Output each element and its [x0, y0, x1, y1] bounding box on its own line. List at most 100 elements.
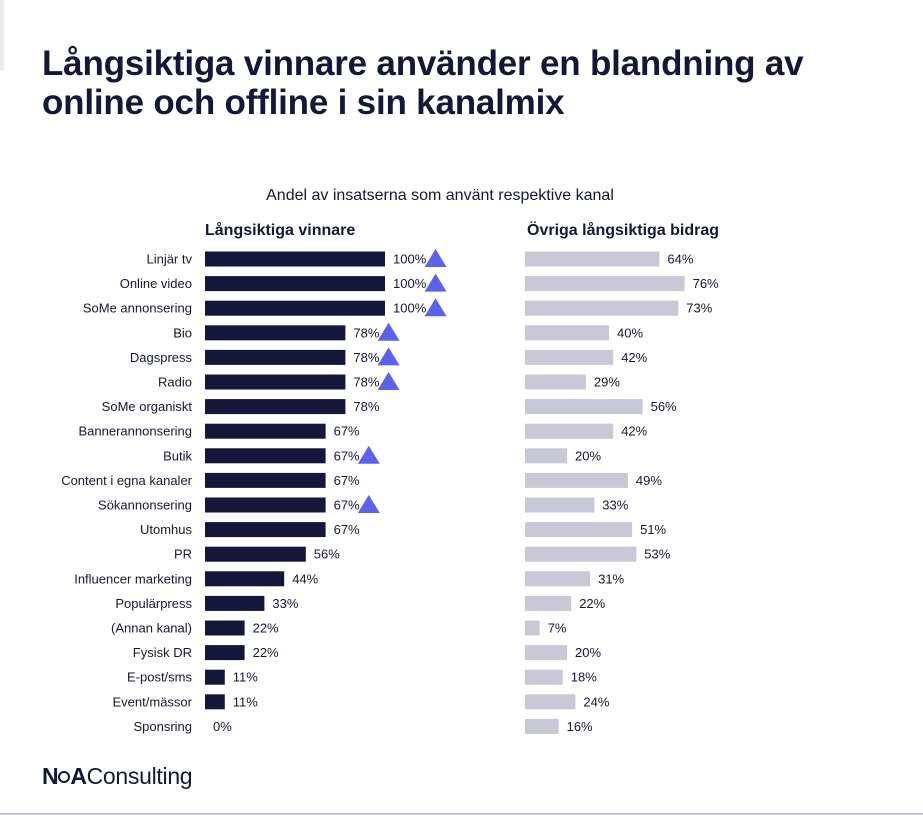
value-label-others: 49%: [636, 473, 662, 488]
value-label-others: 56%: [651, 399, 677, 414]
bar-others: [525, 399, 643, 415]
highlight-triangle-icon: [377, 322, 400, 341]
bar-winners: [205, 472, 326, 488]
bar-winners: [205, 251, 385, 267]
category-label: Utomhus: [140, 522, 193, 537]
bar-winners: [205, 620, 245, 636]
brand-circle-icon: [58, 771, 71, 783]
value-label-others: 29%: [594, 375, 620, 390]
category-label: PR: [174, 547, 192, 562]
category-label: E-post/sms: [127, 670, 193, 685]
category-label: Dagspress: [130, 350, 193, 365]
value-label-winners: 67%: [334, 522, 360, 537]
bar-winners: [205, 522, 326, 538]
category-label: SoMe annonsering: [83, 301, 192, 316]
bar-winners: [205, 399, 346, 415]
bar-winners: [205, 571, 285, 587]
value-label-winners: 44%: [292, 571, 318, 586]
bar-others: [525, 718, 559, 734]
category-label: Butik: [163, 448, 192, 463]
value-label-winners: 67%: [334, 424, 360, 439]
category-label: Online video: [120, 276, 192, 291]
value-label-winners: 100%: [393, 252, 427, 267]
bar-winners: [205, 448, 326, 464]
bar-others: [525, 325, 609, 341]
bar-others: [525, 472, 628, 488]
category-label: Content i egna kanaler: [61, 473, 192, 488]
bar-others: [525, 694, 576, 710]
value-label-winners: 78%: [353, 350, 379, 365]
value-label-others: 51%: [640, 522, 666, 537]
category-label: Sponsring: [133, 719, 192, 734]
value-label-winners: 78%: [353, 375, 379, 390]
brand-name: Consulting: [86, 763, 193, 789]
value-label-winners: 22%: [253, 621, 279, 636]
bar-winners: [205, 595, 265, 611]
category-label: Influencer marketing: [74, 571, 192, 586]
value-label-others: 64%: [667, 252, 693, 267]
highlight-triangle-icon: [357, 445, 380, 464]
bar-others: [525, 497, 595, 513]
right-panel-title: Övriga långsiktiga bidrag: [527, 222, 720, 239]
page-title: Långsiktiga vinnare använder en blandnin…: [42, 44, 804, 122]
highlight-triangle-icon: [424, 298, 447, 317]
value-label-winners: 67%: [334, 498, 360, 513]
value-label-others: 76%: [693, 276, 719, 291]
category-label: Linjär tv: [146, 252, 192, 267]
bar-others: [525, 571, 591, 587]
value-label-winners: 67%: [334, 448, 360, 463]
bar-others: [525, 276, 685, 292]
value-label-winners: 56%: [314, 547, 340, 562]
value-label-others: 24%: [583, 694, 609, 709]
bar-others: [525, 448, 567, 464]
bar-others: [525, 546, 637, 562]
bar-winners: [205, 276, 385, 292]
bar-winners: [205, 645, 245, 661]
category-label: Bannerannonsering: [79, 424, 192, 439]
bar-winners: [205, 325, 346, 341]
bar-others: [525, 349, 614, 365]
value-label-others: 20%: [575, 645, 601, 660]
bar-winners: [205, 497, 326, 513]
value-label-others: 7%: [548, 621, 567, 636]
value-label-others: 40%: [617, 325, 643, 340]
category-label: Radio: [158, 375, 192, 390]
bar-others: [525, 645, 567, 661]
highlight-triangle-icon: [377, 372, 400, 390]
category-label: Event/mässor: [113, 694, 193, 709]
value-label-winners: 0%: [213, 719, 232, 734]
value-label-others: 42%: [621, 424, 647, 439]
value-label-others: 31%: [598, 571, 624, 586]
value-label-winners: 11%: [233, 694, 258, 709]
bar-others: [525, 423, 614, 439]
highlight-triangle-icon: [377, 347, 400, 366]
bar-winners: [205, 374, 346, 390]
highlight-triangle-icon: [424, 249, 447, 267]
bar-winners: [205, 546, 306, 562]
value-label-others: 53%: [644, 547, 670, 562]
value-label-winners: 78%: [353, 399, 379, 414]
value-label-others: 20%: [575, 448, 601, 463]
bar-others: [525, 620, 540, 636]
value-label-others: 73%: [686, 301, 712, 316]
bar-winners: [205, 349, 346, 365]
value-label-winners: 78%: [353, 325, 379, 340]
category-label: Bio: [173, 325, 192, 340]
value-label-winners: 100%: [393, 301, 427, 316]
bar-others: [525, 251, 660, 267]
chart-subtitle: Andel av insatserna som använt respektiv…: [266, 187, 614, 204]
category-label: Fysisk DR: [133, 645, 192, 660]
bar-others: [525, 374, 586, 390]
bar-chart: Linjär tv 100% 64% Online video 100% 76% SoMe …: [61, 249, 719, 734]
value-label-others: 18%: [571, 670, 597, 685]
bar-others: [525, 300, 679, 316]
bar-others: [525, 522, 633, 538]
bar-winners: [205, 423, 326, 439]
value-label-others: 42%: [621, 350, 647, 365]
value-label-winners: 11%: [233, 670, 258, 685]
highlight-triangle-icon: [424, 273, 447, 292]
category-label: (Annan kanal): [111, 621, 192, 636]
bar-winners: [205, 694, 225, 710]
category-label: Populärpress: [115, 596, 192, 611]
